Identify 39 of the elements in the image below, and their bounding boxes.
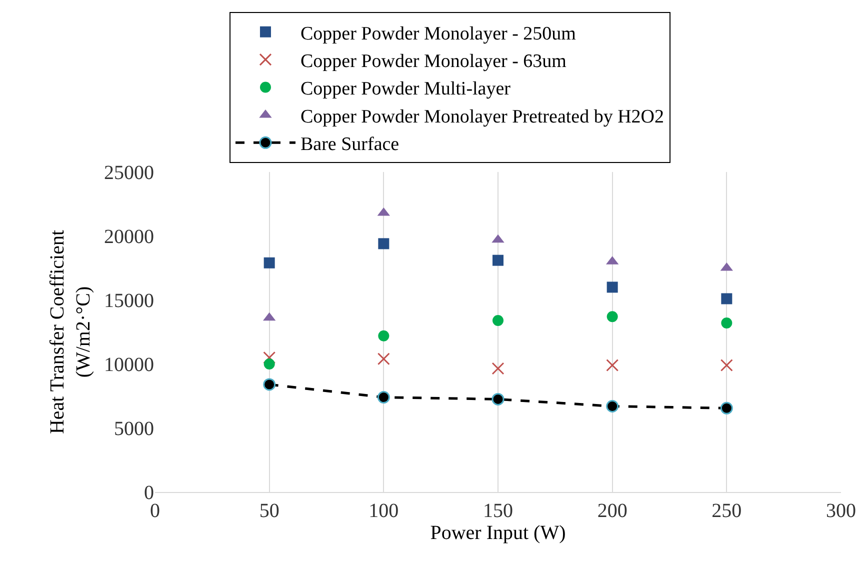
point — [721, 293, 732, 304]
y-axis-title: Heat Transfer Coefficient (W/m2·°C) — [46, 230, 94, 434]
x-tick-label: 300 — [826, 500, 856, 522]
point — [264, 358, 275, 370]
y-tick-label: 25000 — [104, 162, 154, 184]
point — [721, 318, 732, 329]
legend-label: Copper Powder Monolayer - 63um — [300, 50, 567, 72]
x-tick-label: 150 — [483, 500, 513, 522]
x-tick-label: 100 — [368, 500, 399, 522]
y-tick-label: 20000 — [104, 226, 154, 248]
point — [377, 391, 390, 404]
legend-label: Copper Powder Monolayer - 250um — [300, 23, 576, 44]
point — [720, 402, 733, 414]
legend-label: Copper Powder Multi-layer — [300, 78, 512, 100]
legend-label: Copper Powder Monolayer Pretreated by H2O2 — [300, 106, 664, 128]
y-tick-label: 10000 — [104, 354, 154, 376]
y-tick-label: 15000 — [104, 290, 154, 312]
x-tick-label: 50 — [259, 500, 280, 522]
point — [720, 359, 733, 372]
point — [492, 362, 504, 375]
x-tick-label: 250 — [712, 500, 742, 522]
point — [606, 282, 618, 293]
point — [377, 352, 390, 366]
point — [606, 311, 618, 322]
point — [492, 314, 504, 326]
y-tick-label: 0 — [144, 482, 154, 504]
point — [378, 238, 390, 250]
point — [264, 257, 275, 268]
point — [378, 330, 390, 342]
point — [263, 351, 276, 364]
point — [492, 254, 504, 266]
point — [492, 392, 504, 406]
point — [606, 400, 619, 412]
point — [263, 378, 276, 391]
x-axis-title: Power Input (W) — [430, 522, 566, 544]
y-tick-label: 5000 — [114, 418, 154, 440]
point — [606, 359, 619, 372]
legend-label: Bare Surface — [300, 134, 400, 156]
x-tick-label: 200 — [597, 500, 628, 522]
